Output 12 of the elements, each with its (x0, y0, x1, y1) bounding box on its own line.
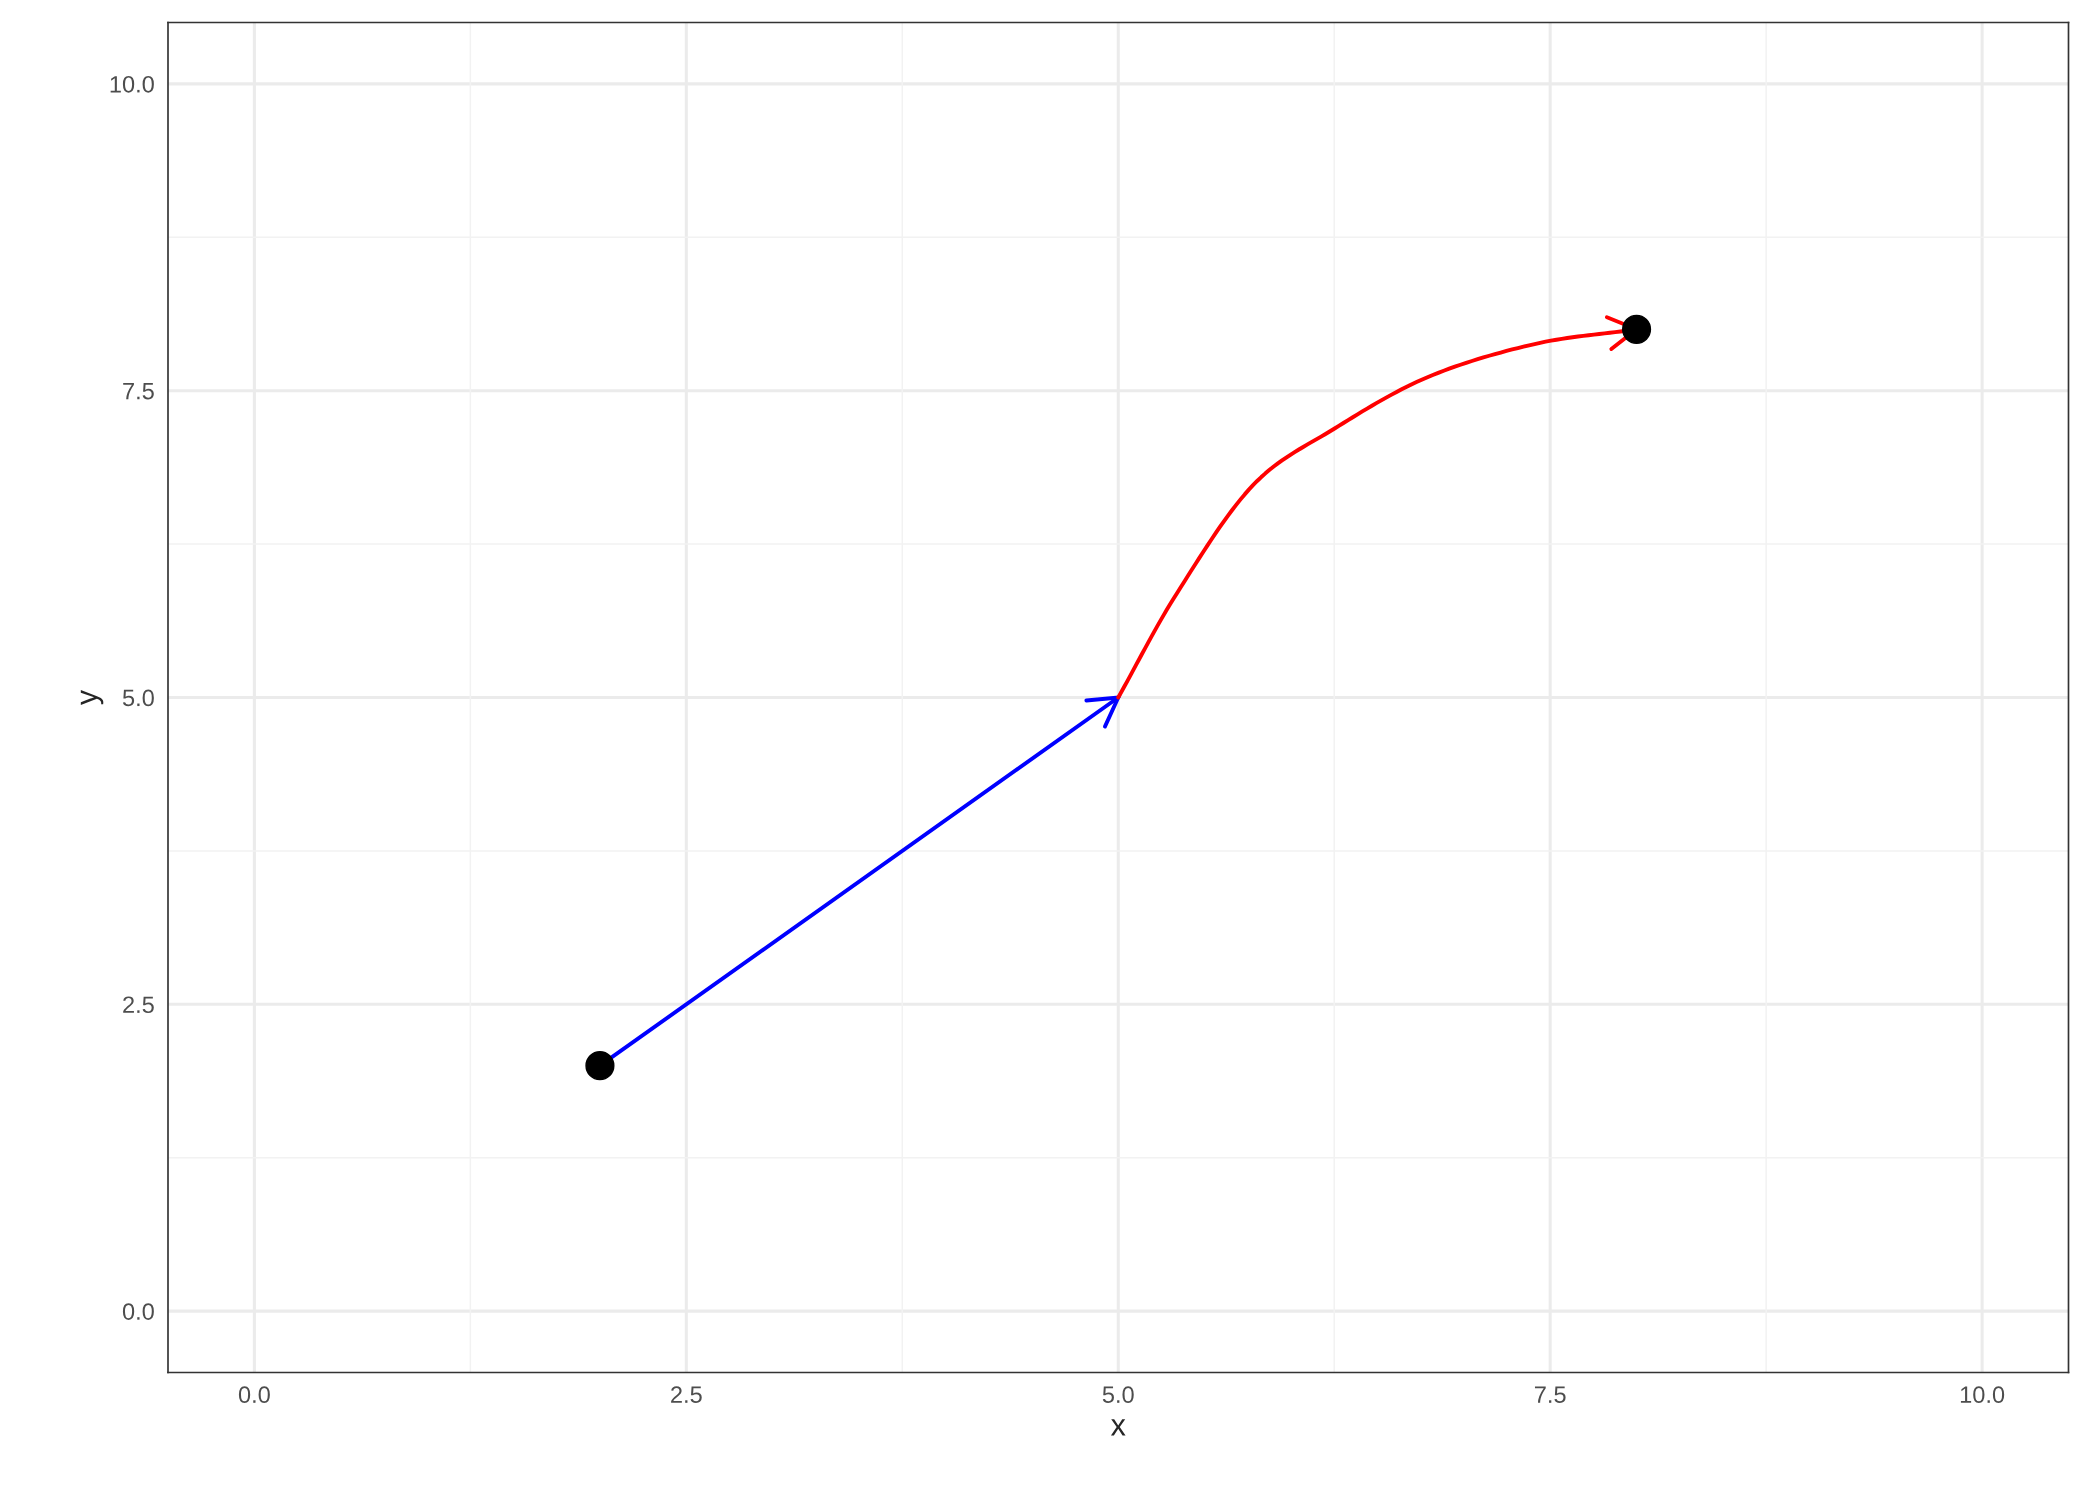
y-axis-title: y (80, 689, 104, 706)
x-axis-title: x (1110, 1419, 1126, 1436)
x-tick-label: 2.5 (671, 1386, 702, 1404)
y-tick-label: 0.0 (122, 1303, 154, 1320)
y-tick-label: 2.5 (123, 996, 154, 1014)
x-tick-label: 5.0 (1102, 1386, 1134, 1404)
y-tick-label: 10.0 (110, 75, 154, 93)
y-tick-label: 5.0 (122, 689, 154, 707)
x-tick-label: 7.5 (1534, 1386, 1566, 1404)
x-tick-label: 0.0 (238, 1386, 270, 1404)
x-tick-label: 10.0 (1960, 1386, 2005, 1404)
y-tick-label: 7.5 (123, 382, 154, 400)
